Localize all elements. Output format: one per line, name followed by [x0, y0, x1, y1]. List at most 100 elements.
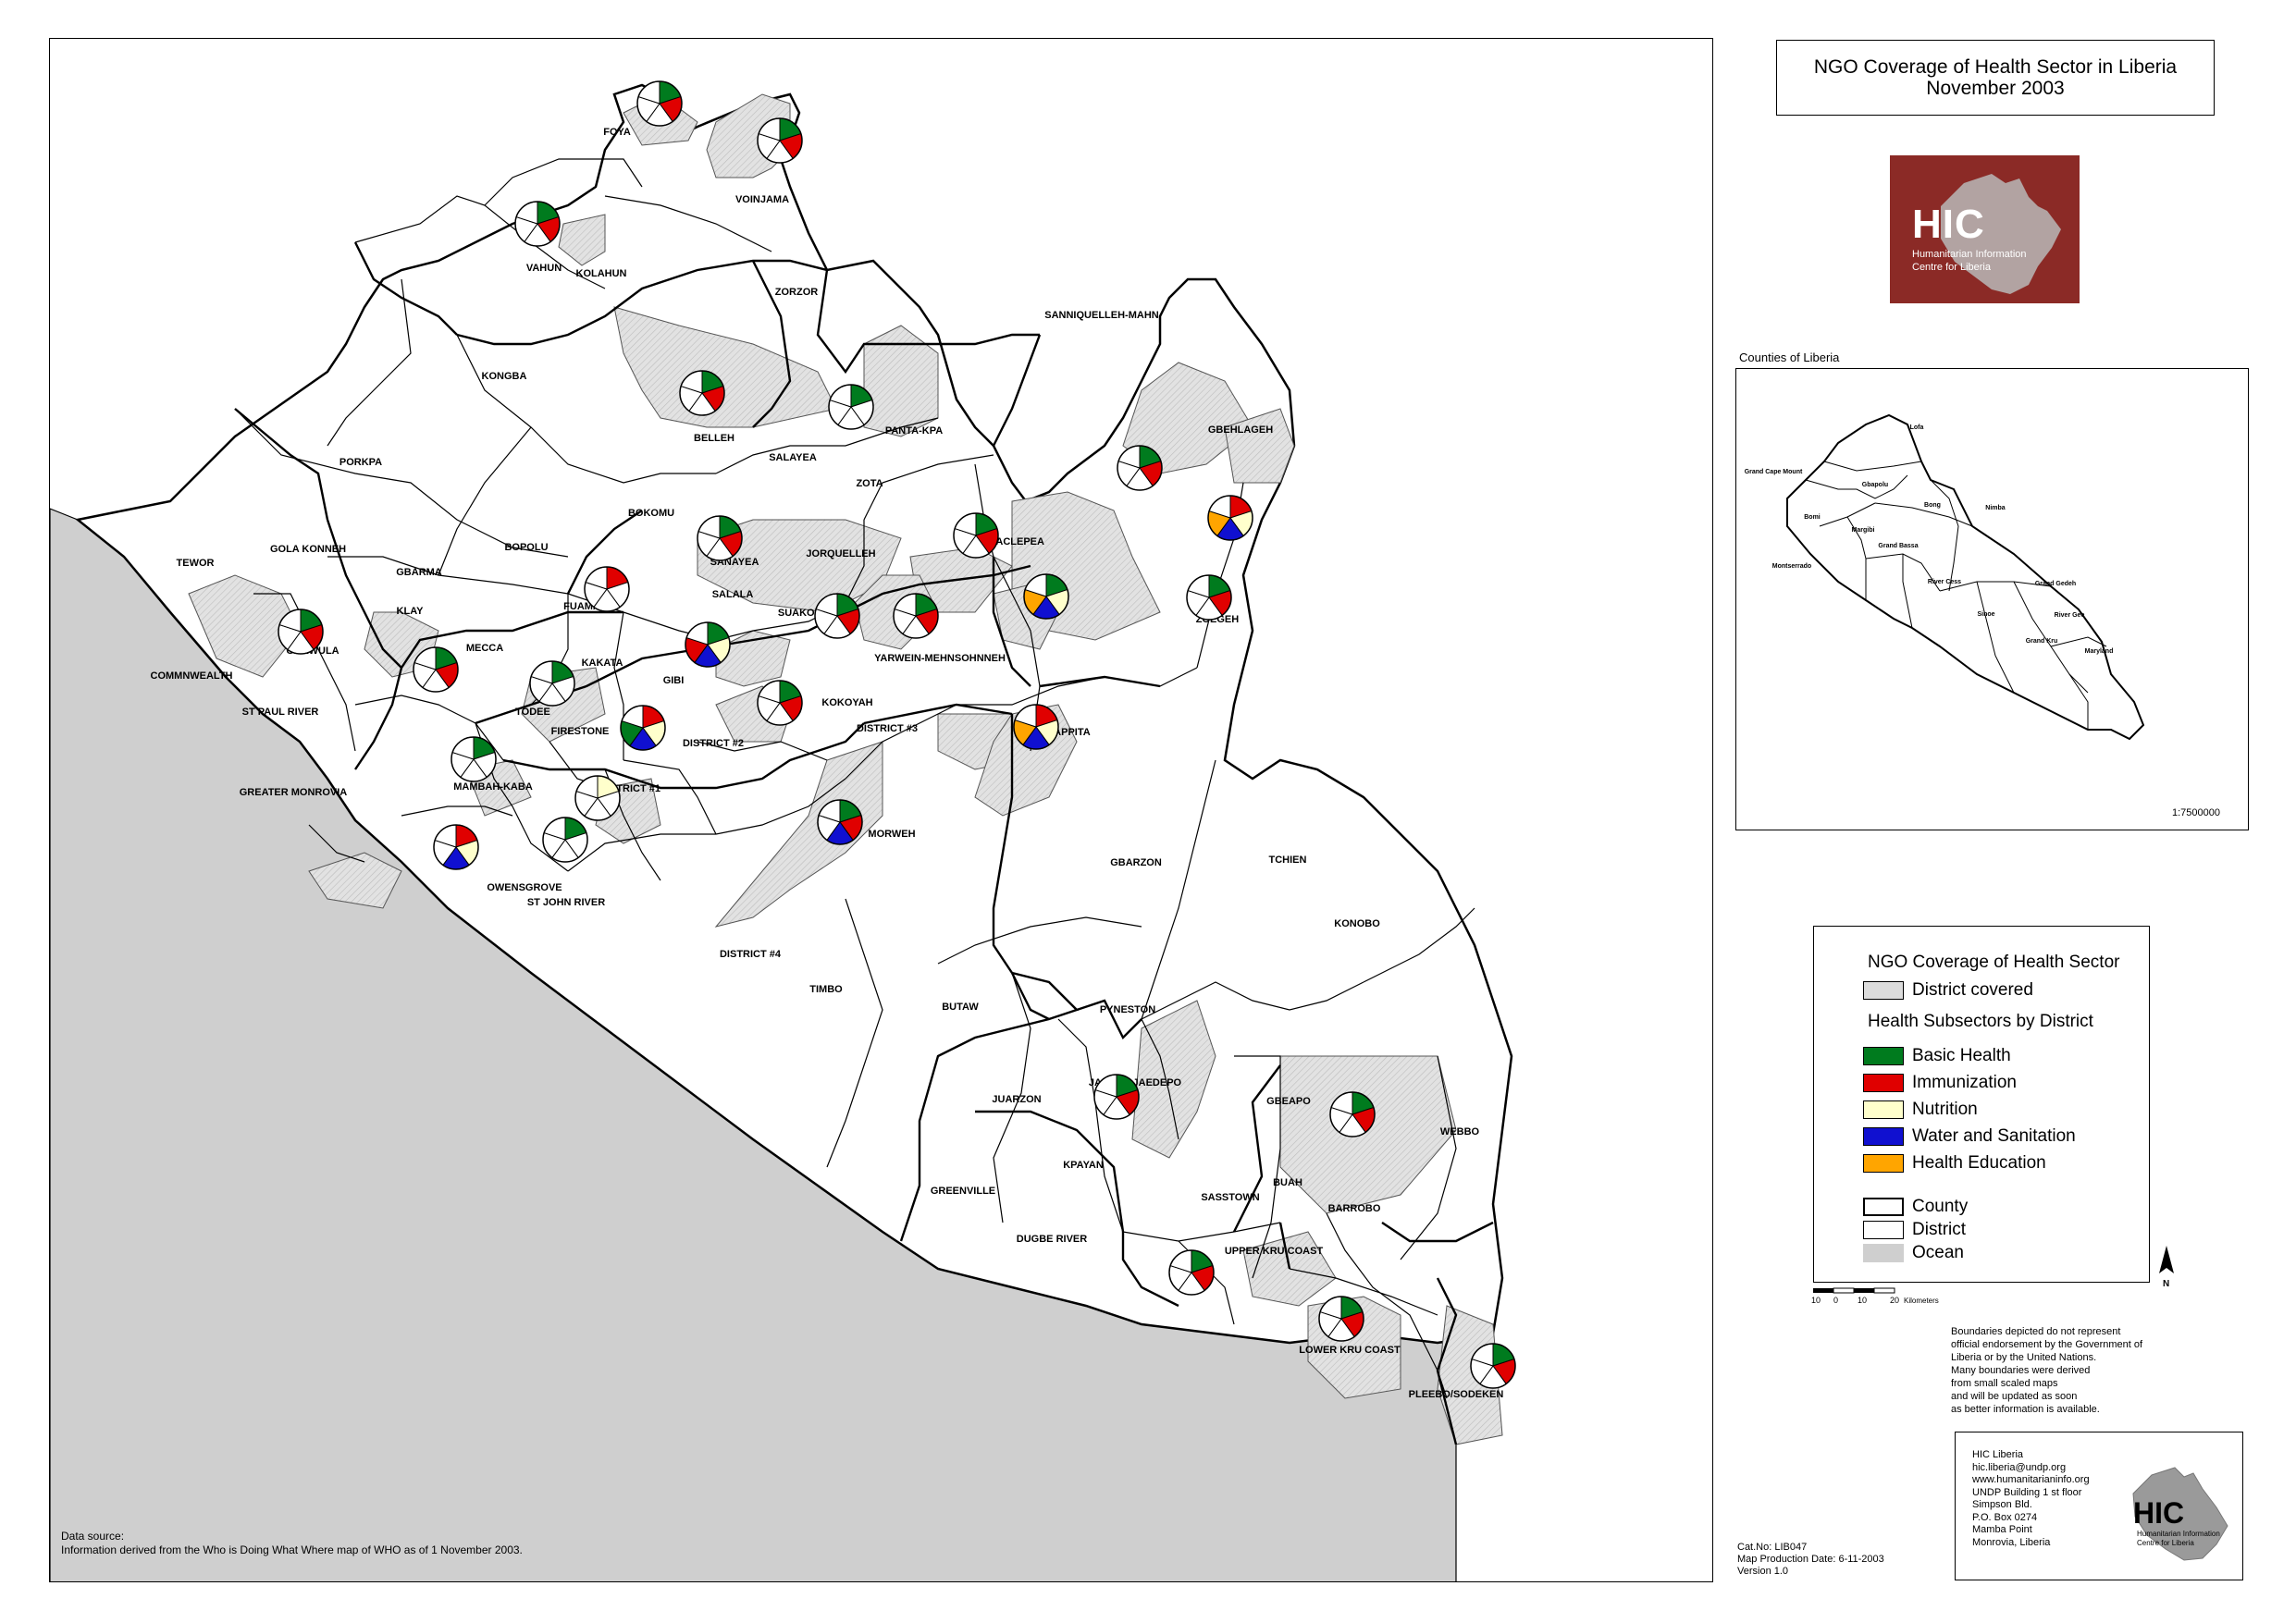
district-label-juarzon: JUARZON: [992, 1094, 1041, 1105]
district-label-butaw: BUTAW: [942, 1002, 979, 1013]
district-label-morweh: MORWEH: [868, 829, 915, 840]
north-label: N: [2163, 1279, 2169, 1289]
legend-row-county: County: [1863, 1195, 1968, 1219]
scale-tick-1: 10: [1811, 1296, 1821, 1305]
contact-box: HIC Liberia hic.liberia@undp.org www.hum…: [1955, 1432, 2243, 1580]
contact-line: UNDP Building 1 st floor: [1972, 1486, 2082, 1498]
inset-county-label-grand-gedeh: Grand Gedeh: [2035, 581, 2076, 587]
contact-email[interactable]: hic.liberia@undp.org: [1972, 1461, 2067, 1473]
district-label-district-3: DISTRICT #3: [857, 723, 918, 734]
district-label-lower-kru-coast: LOWER KRU COAST: [1299, 1345, 1401, 1356]
pie-voinjama[interactable]: [757, 117, 803, 164]
pie-outline: [1168, 1249, 1215, 1296]
district-label-st-john-river: ST JOHN RIVER: [527, 897, 605, 908]
pie-foya[interactable]: [636, 80, 683, 127]
pie-sasstown[interactable]: [1168, 1249, 1215, 1296]
legend-health-education-label: Health Education: [1912, 1153, 2046, 1173]
north-arrow: N: [2155, 1244, 2178, 1295]
pie-sanniquelleh-mahn[interactable]: [1117, 445, 1163, 491]
pie-outline: [828, 384, 874, 430]
pie-zoegeh[interactable]: [1186, 574, 1232, 621]
pie-todee[interactable]: [529, 660, 575, 707]
pie-garwula[interactable]: [278, 609, 324, 655]
pie-salayea[interactable]: [828, 384, 874, 430]
pie-mambah-kaba[interactable]: [542, 817, 588, 863]
legend-covered-label: District covered: [1912, 980, 2033, 1000]
pie-outline: [1318, 1296, 1364, 1342]
catalog-info: Cat.No: LIB047 Map Production Date: 6-11…: [1737, 1542, 1884, 1578]
pie-district-3[interactable]: [817, 799, 863, 845]
pie-outline: [514, 201, 561, 247]
pie-greater-monrovia[interactable]: [433, 824, 479, 870]
district-label-kpayan: KPAYAN: [1063, 1160, 1104, 1171]
pie-saclepea[interactable]: [1023, 573, 1069, 620]
district-label-district-2: DISTRICT #2: [683, 738, 744, 749]
pie-outline: [893, 593, 939, 639]
district-label-zota: ZOTA: [856, 478, 883, 489]
pie-outline: [636, 80, 683, 127]
district-label-pyneston: PYNESTON: [1100, 1004, 1155, 1015]
pie-belleh[interactable]: [679, 370, 725, 416]
pie-outline: [584, 566, 630, 612]
inset-county-label-grand-cape-mount: Grand Cape Mount: [1745, 469, 1803, 475]
north-arrow-icon: N: [2159, 1246, 2174, 1289]
district-label-commnwealth: COMMNWEALTH: [151, 670, 233, 682]
pie-klay[interactable]: [413, 646, 459, 693]
main-map[interactable]: FOYA VOINJAMA VAHUN KOLAHUN ZORZOR KONGBA BELL…: [49, 38, 1713, 1582]
pie-gbeapo[interactable]: [1329, 1091, 1376, 1137]
pie-firestone[interactable]: [574, 775, 621, 821]
pie-outline: [574, 775, 621, 821]
pie-upper-kru-coast[interactable]: [1318, 1296, 1364, 1342]
pie-fuamah[interactable]: [584, 566, 630, 612]
inset-scale-label: 1:7500000: [2172, 807, 2220, 818]
pie-outline: [1207, 495, 1253, 541]
legend-ocean-label: Ocean: [1912, 1243, 1964, 1262]
disclaimer-line: as better information is available.: [1951, 1404, 2100, 1415]
contact-logo-sub-1: Humanitarian Information: [2137, 1530, 2220, 1538]
district-label-tewor: TEWOR: [177, 558, 215, 569]
pie-pyneston[interactable]: [1093, 1074, 1140, 1120]
production-date: Map Production Date: 6-11-2003: [1737, 1554, 1884, 1565]
pie-gibi[interactable]: [757, 680, 803, 726]
district-label-mecca: MECCA: [466, 643, 503, 654]
district-label-dugbe-river: DUGBE RIVER: [1017, 1234, 1087, 1245]
pie-vahun[interactable]: [514, 201, 561, 247]
inset-county-label-bong: Bong: [1924, 502, 1941, 509]
contact-line: HIC Liberia: [1972, 1449, 2024, 1460]
pie-pleebo-sodeken[interactable]: [1470, 1343, 1516, 1389]
contact-line: Simpson Bld.: [1972, 1499, 2032, 1510]
pie-yarwein-mehnsohnneh[interactable]: [1013, 704, 1059, 750]
scale-tick-2: 0: [1833, 1296, 1838, 1305]
district-label-tappita: TAPPITA: [1048, 727, 1090, 738]
pie-salala[interactable]: [685, 621, 731, 668]
district-label-jorquelleh: JORQUELLEH: [806, 548, 875, 559]
contact-details: HIC Liberia hic.liberia@undp.org www.hum…: [1972, 1449, 2090, 1549]
legend-row-covered: District covered: [1863, 978, 2033, 1002]
contact-website[interactable]: www.humanitarianinfo.org: [1972, 1474, 2090, 1485]
pie-kakata[interactable]: [620, 705, 666, 751]
pie-gbehlageh[interactable]: [1207, 495, 1253, 541]
pie-suakoko[interactable]: [814, 593, 860, 639]
inset-county-label-maryland: Maryland: [2085, 648, 2114, 655]
district-label-kakata: KAKATA: [582, 658, 623, 669]
map-overlay: FOYA VOINJAMA VAHUN KOLAHUN ZORZOR KONGBA BELL…: [151, 80, 1516, 1400]
district-label-timbo: TIMBO: [809, 984, 843, 995]
pie-zota[interactable]: [953, 512, 999, 559]
map-subtitle: November 2003: [1926, 78, 2065, 99]
basic-health-swatch: [1863, 1047, 1904, 1065]
inset-label-layer: Lofa Grand Cape Mount Gbapolu Bomi Bong Nimba…: [1745, 424, 2114, 655]
contact-line: P.O. Box 0274: [1972, 1511, 2038, 1523]
pie-st-paul-river[interactable]: [451, 736, 497, 782]
district-label-sanniquelleh-mahn: SANNIQUELLEH-MAHN: [1044, 310, 1158, 321]
inset-county-label-grand-kru: Grand Kru: [2026, 638, 2058, 645]
hic-logo-word: HIC: [1912, 202, 1985, 247]
pie-sanayea[interactable]: [697, 515, 743, 561]
district-label-gbarma: GBARMA: [396, 567, 442, 578]
pie-jorquelleh[interactable]: [893, 593, 939, 639]
inset-map[interactable]: Lofa Grand Cape Mount Gbapolu Bomi Bong Nimba…: [1735, 368, 2249, 830]
district-label-gbeapo: GBEAPO: [1266, 1096, 1311, 1107]
district-label-webbo: WEBBO: [1440, 1126, 1480, 1137]
district-label-mambah-kaba: MAMBAH-KABA: [453, 781, 533, 793]
map-title-box: NGO Coverage of Health Sector in Liberia…: [1776, 40, 2215, 116]
inset-county-label-nimba: Nimba: [1985, 505, 2006, 511]
